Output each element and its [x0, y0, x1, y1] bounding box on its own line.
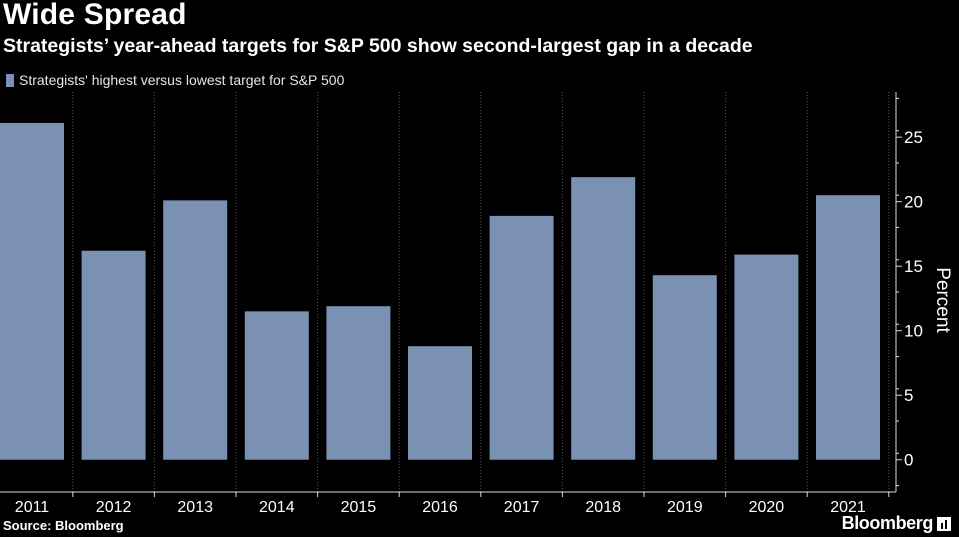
x-tick-label-2017: 2017	[504, 499, 540, 516]
x-tick-label-2013: 2013	[177, 499, 213, 516]
bar-2012	[81, 250, 146, 460]
bloomberg-chart-icon	[937, 516, 951, 531]
bars	[0, 122, 880, 460]
x-tick-label-2018: 2018	[585, 499, 621, 516]
bar-2015	[326, 306, 391, 460]
brand-name: Bloomberg	[841, 513, 934, 533]
bar-2014	[244, 311, 309, 460]
y-tick-label: 10	[904, 322, 923, 341]
bloomberg-logo: Bloomberg	[842, 513, 951, 534]
y-tick-label: 5	[904, 386, 913, 405]
bar-2021	[816, 195, 880, 460]
bar-2019	[652, 275, 717, 460]
chart-title: Wide Spread	[3, 0, 187, 31]
y-tick-label: 0	[904, 451, 913, 470]
bar-2016	[408, 346, 472, 460]
x-tick-label-2021: 2021	[830, 499, 866, 516]
chart-subtitle: Strategists’ year-ahead targets for S&P …	[3, 35, 753, 57]
bar-2018	[571, 177, 636, 460]
x-tick-label-2015: 2015	[341, 499, 377, 516]
bar-2020	[734, 254, 799, 460]
tick-labels: 0 5 10 15 20 25 2011 2012 2013 2014 2015 2016 2017 20…	[15, 128, 953, 516]
legend-swatch	[6, 73, 14, 87]
grid-lines	[72, 92, 890, 492]
x-tick-label-2020: 2020	[749, 499, 785, 516]
x-tick-label-2019: 2019	[667, 499, 703, 516]
y-tick-label: 20	[904, 193, 923, 212]
x-tick-label-2011: 2011	[15, 499, 50, 516]
bar-2013	[163, 200, 228, 460]
y-axis-label: Percent	[932, 267, 953, 333]
y-tick-label: 15	[904, 257, 923, 276]
x-tick-label-2014: 2014	[259, 499, 295, 516]
axes	[0, 92, 902, 497]
y-tick-label: 25	[904, 128, 923, 147]
x-tick-label-2016: 2016	[422, 499, 458, 516]
legend: Strategists' highest versus lowest targe…	[6, 72, 344, 88]
bar-2017	[489, 215, 554, 460]
bar-2011	[0, 122, 64, 460]
legend-label: Strategists' highest versus lowest targe…	[19, 72, 345, 88]
source-note: Source: Bloomberg	[3, 518, 124, 533]
x-tick-label-2012: 2012	[96, 499, 132, 516]
